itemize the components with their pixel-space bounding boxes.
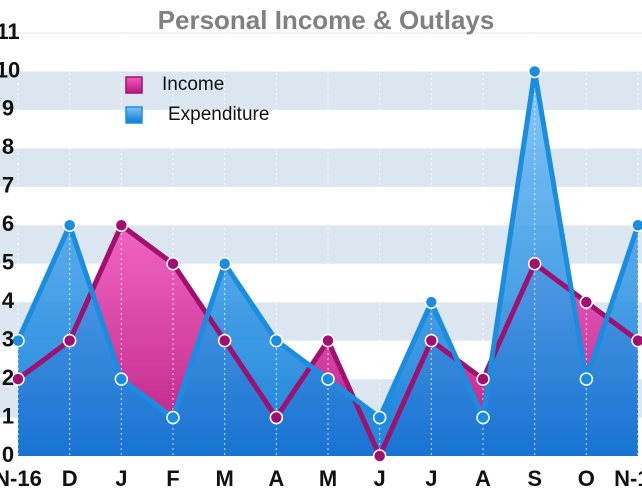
point (114, 372, 129, 386)
y-tick-label: 9 (2, 96, 14, 121)
x-tick-label: N-16 (0, 466, 42, 491)
point (476, 372, 490, 386)
point (631, 333, 642, 348)
point (372, 410, 387, 425)
x-tick-label: A (475, 466, 491, 491)
point (424, 333, 439, 348)
y-tick-label: 10 (0, 57, 20, 82)
y-tick-label: 0 (2, 442, 14, 467)
y-tick-label: 11 (0, 19, 20, 44)
x-tick-label: J (425, 466, 437, 491)
point (321, 372, 335, 386)
legend-label: Income (162, 74, 224, 95)
x-tick-label: N-17 (614, 466, 642, 491)
point (166, 410, 180, 425)
legend-label: Expenditure (168, 104, 269, 125)
y-tick-label: 8 (2, 134, 14, 159)
point (631, 218, 642, 233)
y-tick-label: 7 (2, 173, 14, 198)
grid-band (0, 71, 642, 110)
point (579, 372, 594, 386)
legend-swatch (125, 76, 143, 94)
grid-band (0, 33, 642, 72)
point (269, 333, 284, 348)
point (321, 333, 335, 348)
point (62, 333, 77, 348)
x-tick-label: J (115, 466, 127, 491)
point (11, 333, 25, 348)
point (62, 218, 77, 233)
y-tick-label: 6 (2, 211, 14, 236)
point (11, 372, 25, 386)
point (114, 218, 129, 233)
x-tick-label: S (527, 466, 542, 491)
point (269, 410, 284, 425)
y-tick-label: 5 (2, 250, 14, 275)
point (476, 410, 490, 425)
x-tick-label: O (578, 466, 595, 491)
point (372, 449, 387, 463)
point (424, 295, 439, 309)
point (579, 295, 594, 309)
point (217, 256, 232, 271)
y-tick-label: 3 (2, 326, 14, 351)
x-tick-label: M (216, 466, 234, 491)
x-tick-label: D (62, 466, 78, 491)
y-tick-label: 1 (2, 403, 14, 428)
y-tick-label: 2 (2, 365, 14, 390)
point (527, 64, 542, 79)
y-tick-label: 4 (2, 288, 15, 313)
chart-title: Personal Income & Outlays (158, 5, 495, 35)
x-tick-label: A (268, 466, 284, 491)
x-tick-label: F (166, 466, 179, 491)
point (527, 256, 542, 271)
x-tick-label: M (319, 466, 337, 491)
point (217, 333, 232, 348)
point (166, 256, 180, 271)
legend-swatch (125, 106, 143, 124)
x-tick-label: J (374, 466, 386, 491)
